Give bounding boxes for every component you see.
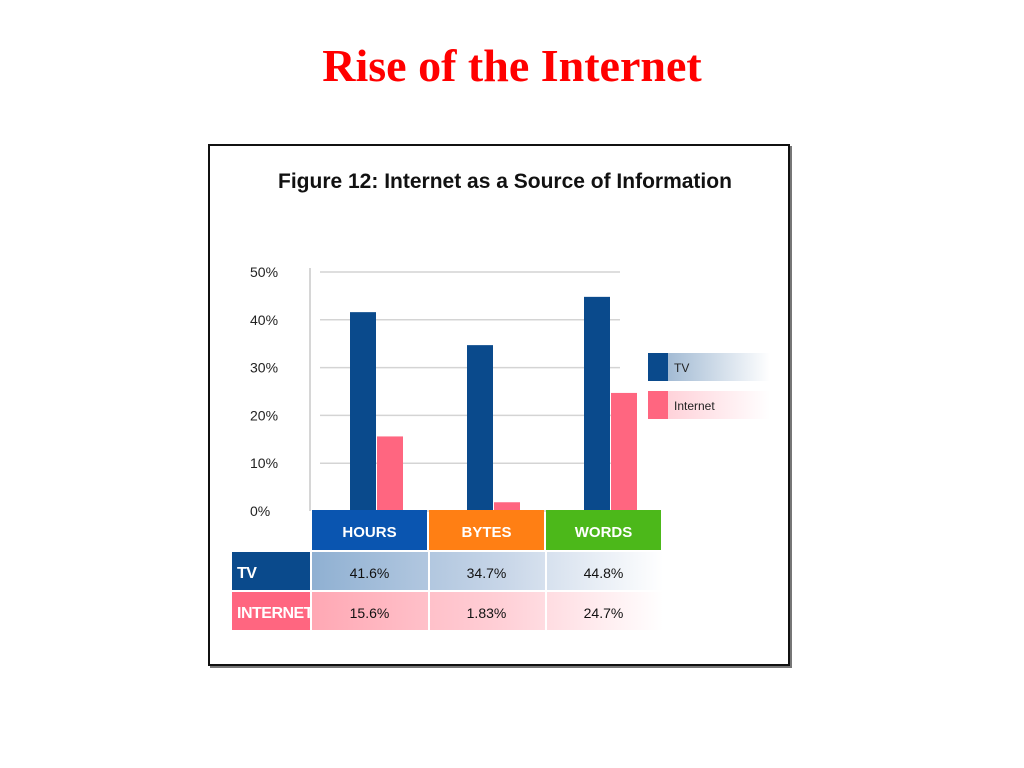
y-tick-label: 20% xyxy=(250,407,278,423)
legend: TV Internet xyxy=(648,353,770,419)
table-cell: 24.7% xyxy=(584,605,624,621)
column-header-label: BYTES xyxy=(461,524,511,541)
column-header-bytes xyxy=(429,510,544,550)
y-tick-label: 40% xyxy=(250,312,278,328)
row-label-internet: INTERNET xyxy=(237,605,314,622)
row-label-cell xyxy=(232,592,310,630)
row-band xyxy=(312,592,663,630)
figure-frame: Figure 12: Internet as a Source of Infor… xyxy=(208,144,790,666)
row-label-cell xyxy=(232,552,310,590)
row-label-tv: TV xyxy=(237,565,257,582)
bar-tv-bytes xyxy=(467,345,493,511)
column-header-words xyxy=(546,510,661,550)
bars xyxy=(350,296,637,511)
legend-band xyxy=(648,391,770,419)
bar-internet-hours xyxy=(377,436,403,511)
column-header-label: WORDS xyxy=(575,524,633,541)
data-table: HOURS BYTES WORDS TV 41.6% 34.7% 44.8% INTERNET… xyxy=(232,510,663,630)
column-header-label: HOURS xyxy=(342,524,396,541)
y-tick-label: 30% xyxy=(250,360,278,376)
bar-internet-words xyxy=(611,392,637,511)
bar-tv-hours xyxy=(350,312,376,511)
y-tick-label: 0% xyxy=(250,503,270,519)
legend-band xyxy=(648,353,770,381)
bar-tv-words xyxy=(584,296,610,511)
slide-title: Rise of the Internet xyxy=(322,40,702,91)
chart: Figure 12: Internet as a Source of Infor… xyxy=(232,170,770,630)
y-tick-label: 10% xyxy=(250,455,278,471)
table-cell: 34.7% xyxy=(467,565,507,581)
table-cell: 44.8% xyxy=(584,565,624,581)
legend-label-tv: TV xyxy=(674,361,689,375)
row-band xyxy=(312,552,663,590)
legend-swatch-tv xyxy=(648,353,668,381)
table-cell: 41.6% xyxy=(350,565,390,581)
legend-label-internet: Internet xyxy=(674,399,715,413)
chart-title: Figure 12: Internet as a Source of Infor… xyxy=(278,170,732,193)
y-tick-label: 50% xyxy=(250,264,278,280)
column-header-hours xyxy=(312,510,427,550)
legend-swatch-internet xyxy=(648,391,668,419)
table-cell: 15.6% xyxy=(350,605,390,621)
bar-internet-bytes xyxy=(494,502,520,511)
y-axis: 0% 10% 20% 30% 40% 50% xyxy=(250,264,311,519)
table-cell: 1.83% xyxy=(467,605,507,621)
